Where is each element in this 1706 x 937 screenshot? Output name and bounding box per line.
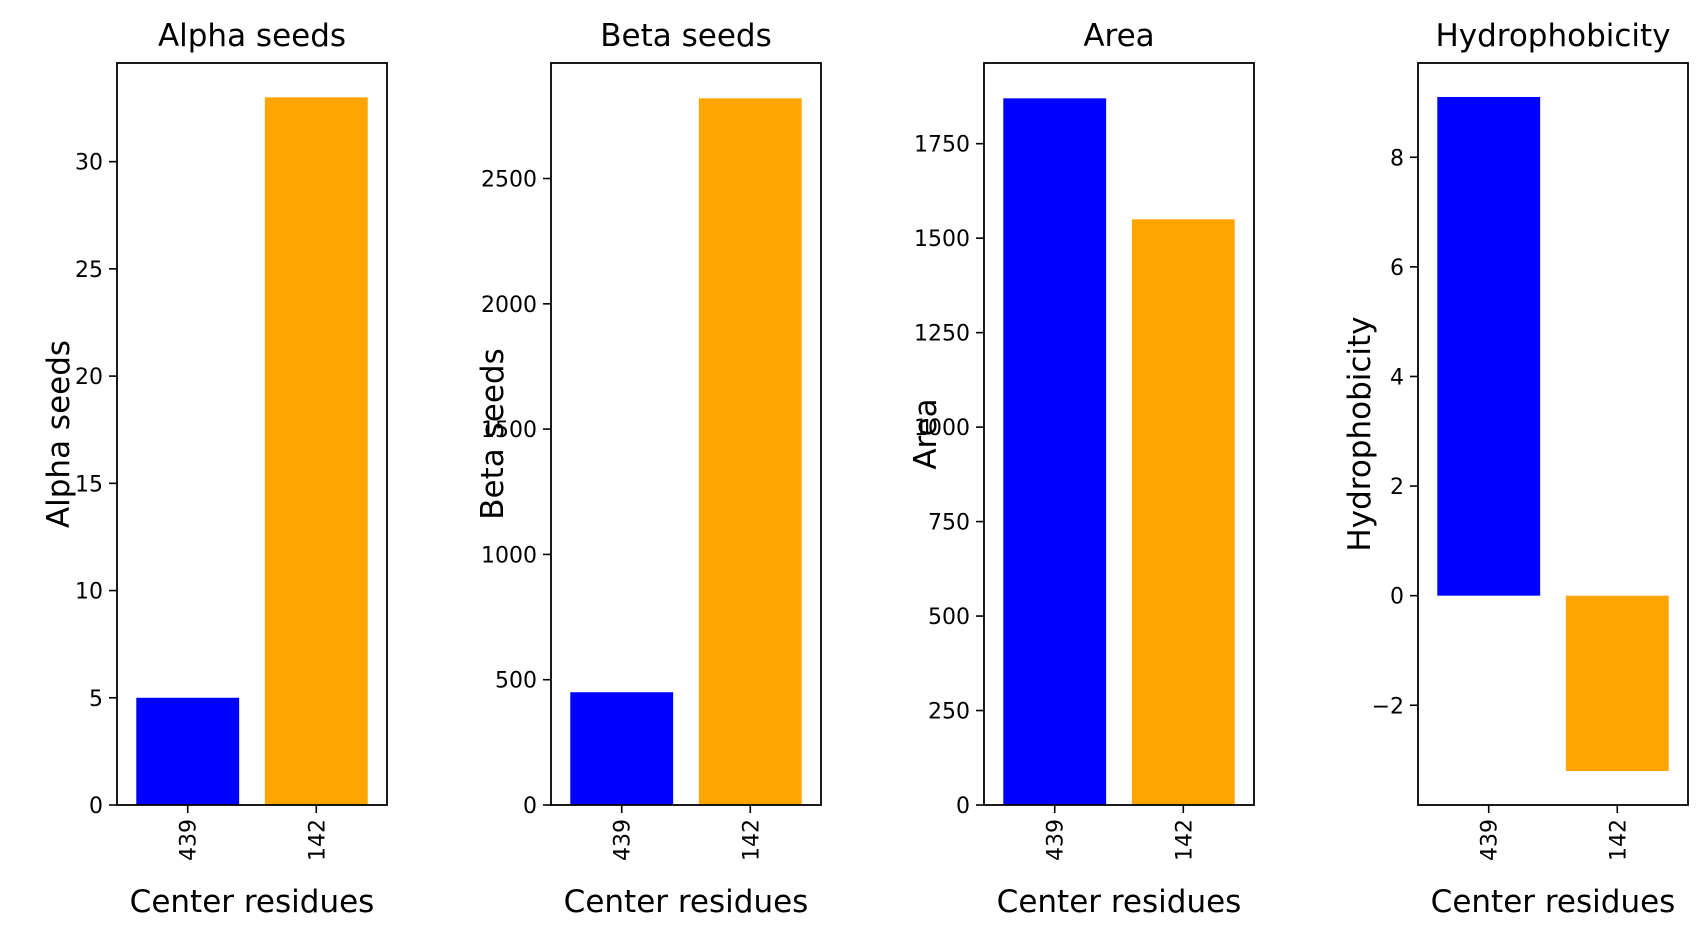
bar-439	[136, 697, 240, 805]
bar-142	[1565, 595, 1669, 772]
plot-frame	[983, 62, 1255, 806]
y-tick-label: 750	[928, 511, 970, 536]
plot-frame	[550, 62, 822, 806]
bar-142	[264, 97, 368, 805]
y-tick-label: 1000	[481, 543, 537, 568]
bar-142	[1131, 219, 1235, 805]
y-tick-label: 2	[1390, 475, 1404, 500]
y-tick-label: 6	[1390, 256, 1404, 281]
y-axis-label: Area	[908, 398, 944, 469]
y-axis-label: Beta seeds	[475, 348, 511, 519]
x-tick-label: 142	[1172, 819, 1197, 861]
y-tick-label: 5	[89, 687, 103, 712]
y-tick-label: 25	[75, 258, 103, 283]
plot-frame	[1417, 62, 1689, 806]
plot-frame	[116, 62, 388, 806]
y-tick-label: 500	[928, 605, 970, 630]
y-tick-label: 0	[1390, 585, 1404, 610]
chart-panel-1: 0 5 10 15 20 25 30 439 142 Alpha seeds Center resi…	[41, 18, 388, 920]
bar-439	[570, 692, 674, 805]
chart-panel-3: 0 250 500 750 1000 1250 1500 1750 439 142 Area Cent…	[908, 18, 1255, 920]
x-tick-label: 439	[611, 819, 636, 861]
x-tick-label: 439	[177, 819, 202, 861]
x-axis-label: Center residues	[564, 884, 809, 920]
x-axis-label: Center residues	[997, 884, 1242, 920]
y-tick-label: 2000	[481, 293, 537, 318]
chart-panel-4: −2 0 2 4 6 8 439 142 Hydrophobicity Center residu…	[1342, 18, 1689, 920]
bar-439	[1437, 96, 1541, 596]
y-tick-label: 2500	[481, 168, 537, 193]
chart-title: Alpha seeds	[158, 18, 346, 54]
y-tick-label: 30	[75, 151, 103, 176]
y-tick-label: 8	[1390, 146, 1404, 171]
y-tick-label: 20	[75, 365, 103, 390]
y-tick-label: 4	[1390, 365, 1404, 390]
y-tick-label: −2	[1372, 694, 1404, 719]
chart-title: Beta seeds	[600, 18, 771, 54]
y-axis-label: Hydrophobicity	[1342, 316, 1378, 551]
y-tick-label: 1000	[914, 416, 970, 441]
chart-panel-2: 0 500 1000 1500 2000 2500 439 142 Beta seeds Cent…	[475, 18, 822, 920]
y-tick-label: 0	[89, 794, 103, 819]
bar-142	[698, 98, 802, 805]
y-tick-label: 250	[928, 700, 970, 725]
x-tick-label: 439	[1478, 819, 1503, 861]
y-tick-label: 15	[75, 472, 103, 497]
chart-title: Hydrophobicity	[1435, 18, 1670, 54]
y-tick-label: 10	[75, 580, 103, 605]
y-tick-label: 500	[495, 669, 537, 694]
y-tick-label: 1500	[481, 418, 537, 443]
y-axis-label: Alpha seeds	[41, 340, 77, 528]
chart-title: Area	[1083, 18, 1154, 54]
x-axis-label: Center residues	[1431, 884, 1676, 920]
y-tick-label: 1500	[914, 227, 970, 252]
y-tick-label: 1250	[914, 322, 970, 347]
x-tick-label: 439	[1044, 819, 1069, 861]
y-tick-label: 0	[523, 794, 537, 819]
x-tick-label: 142	[739, 819, 764, 861]
x-tick-label: 142	[305, 819, 330, 861]
x-tick-label: 142	[1606, 819, 1631, 861]
y-tick-label: 0	[956, 794, 970, 819]
y-tick-label: 1750	[914, 133, 970, 158]
x-axis-label: Center residues	[130, 884, 375, 920]
bar-439	[1003, 98, 1107, 805]
